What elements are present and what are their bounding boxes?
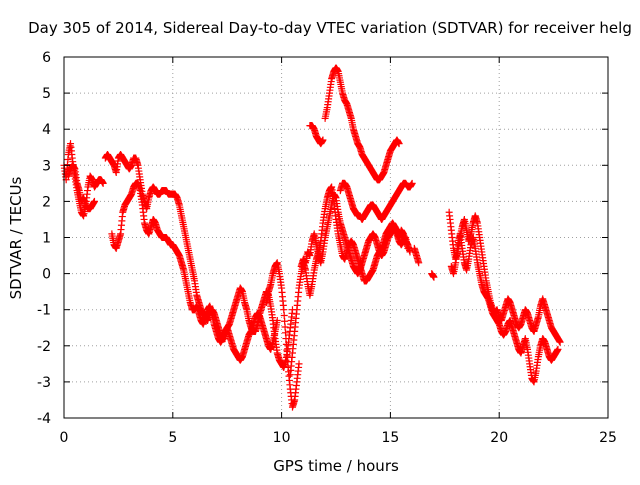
data-point [408, 179, 416, 187]
x-tick-label: 25 [599, 430, 617, 446]
y-tick-label: 6 [42, 50, 51, 66]
y-tick-label: -1 [37, 303, 51, 319]
data-point [273, 317, 281, 325]
data-point [90, 197, 98, 205]
x-tick-label: 0 [60, 430, 69, 446]
data-point [415, 259, 423, 267]
series-track-i [321, 64, 403, 184]
x-tick-label: 15 [381, 430, 399, 446]
y-tick-label: -3 [37, 375, 51, 391]
y-tick-label: -4 [37, 411, 51, 427]
axis-ticks [63, 56, 609, 419]
x-tick-labels: 0 5 10 15 20 25 [60, 430, 617, 446]
y-axis-label: SDTVAR / TECUs [7, 176, 25, 299]
y-tick-labels: -4 -3 -2 -1 0 1 2 3 4 5 6 [37, 50, 51, 427]
series-track-g [297, 190, 412, 278]
chart-title: Day 305 of 2014, Sidereal Day-to-day VTE… [28, 19, 632, 37]
series-track-h [306, 122, 327, 148]
x-axis-label: GPS time / hours [273, 457, 399, 475]
data-markers [60, 64, 564, 411]
data-point [556, 338, 564, 346]
y-tick-label: 2 [42, 194, 51, 210]
series-track-j [336, 179, 416, 223]
y-tick-label: 0 [42, 267, 51, 283]
data-point [99, 179, 107, 187]
y-tick-label: -2 [37, 339, 51, 355]
x-tick-label: 20 [490, 430, 508, 446]
x-tick-label: 5 [168, 430, 177, 446]
y-tick-label: 4 [42, 122, 51, 138]
series-track-b [64, 161, 98, 213]
x-tick-label: 10 [273, 430, 291, 446]
y-tick-label: 3 [42, 158, 51, 174]
data-point [319, 136, 327, 144]
data-point [395, 140, 403, 148]
data-point [295, 360, 303, 368]
series-track-k [410, 244, 423, 267]
series-track-f [286, 183, 414, 379]
y-tick-label: 5 [42, 86, 51, 102]
series-track-d [108, 179, 281, 364]
data-point [404, 244, 412, 252]
data-point [554, 345, 562, 353]
data-point [406, 248, 414, 256]
y-tick-label: 1 [42, 231, 51, 247]
series-track-l [428, 270, 438, 281]
series-track-e [262, 259, 303, 411]
series-track-n [447, 230, 562, 386]
data-point [430, 273, 438, 281]
